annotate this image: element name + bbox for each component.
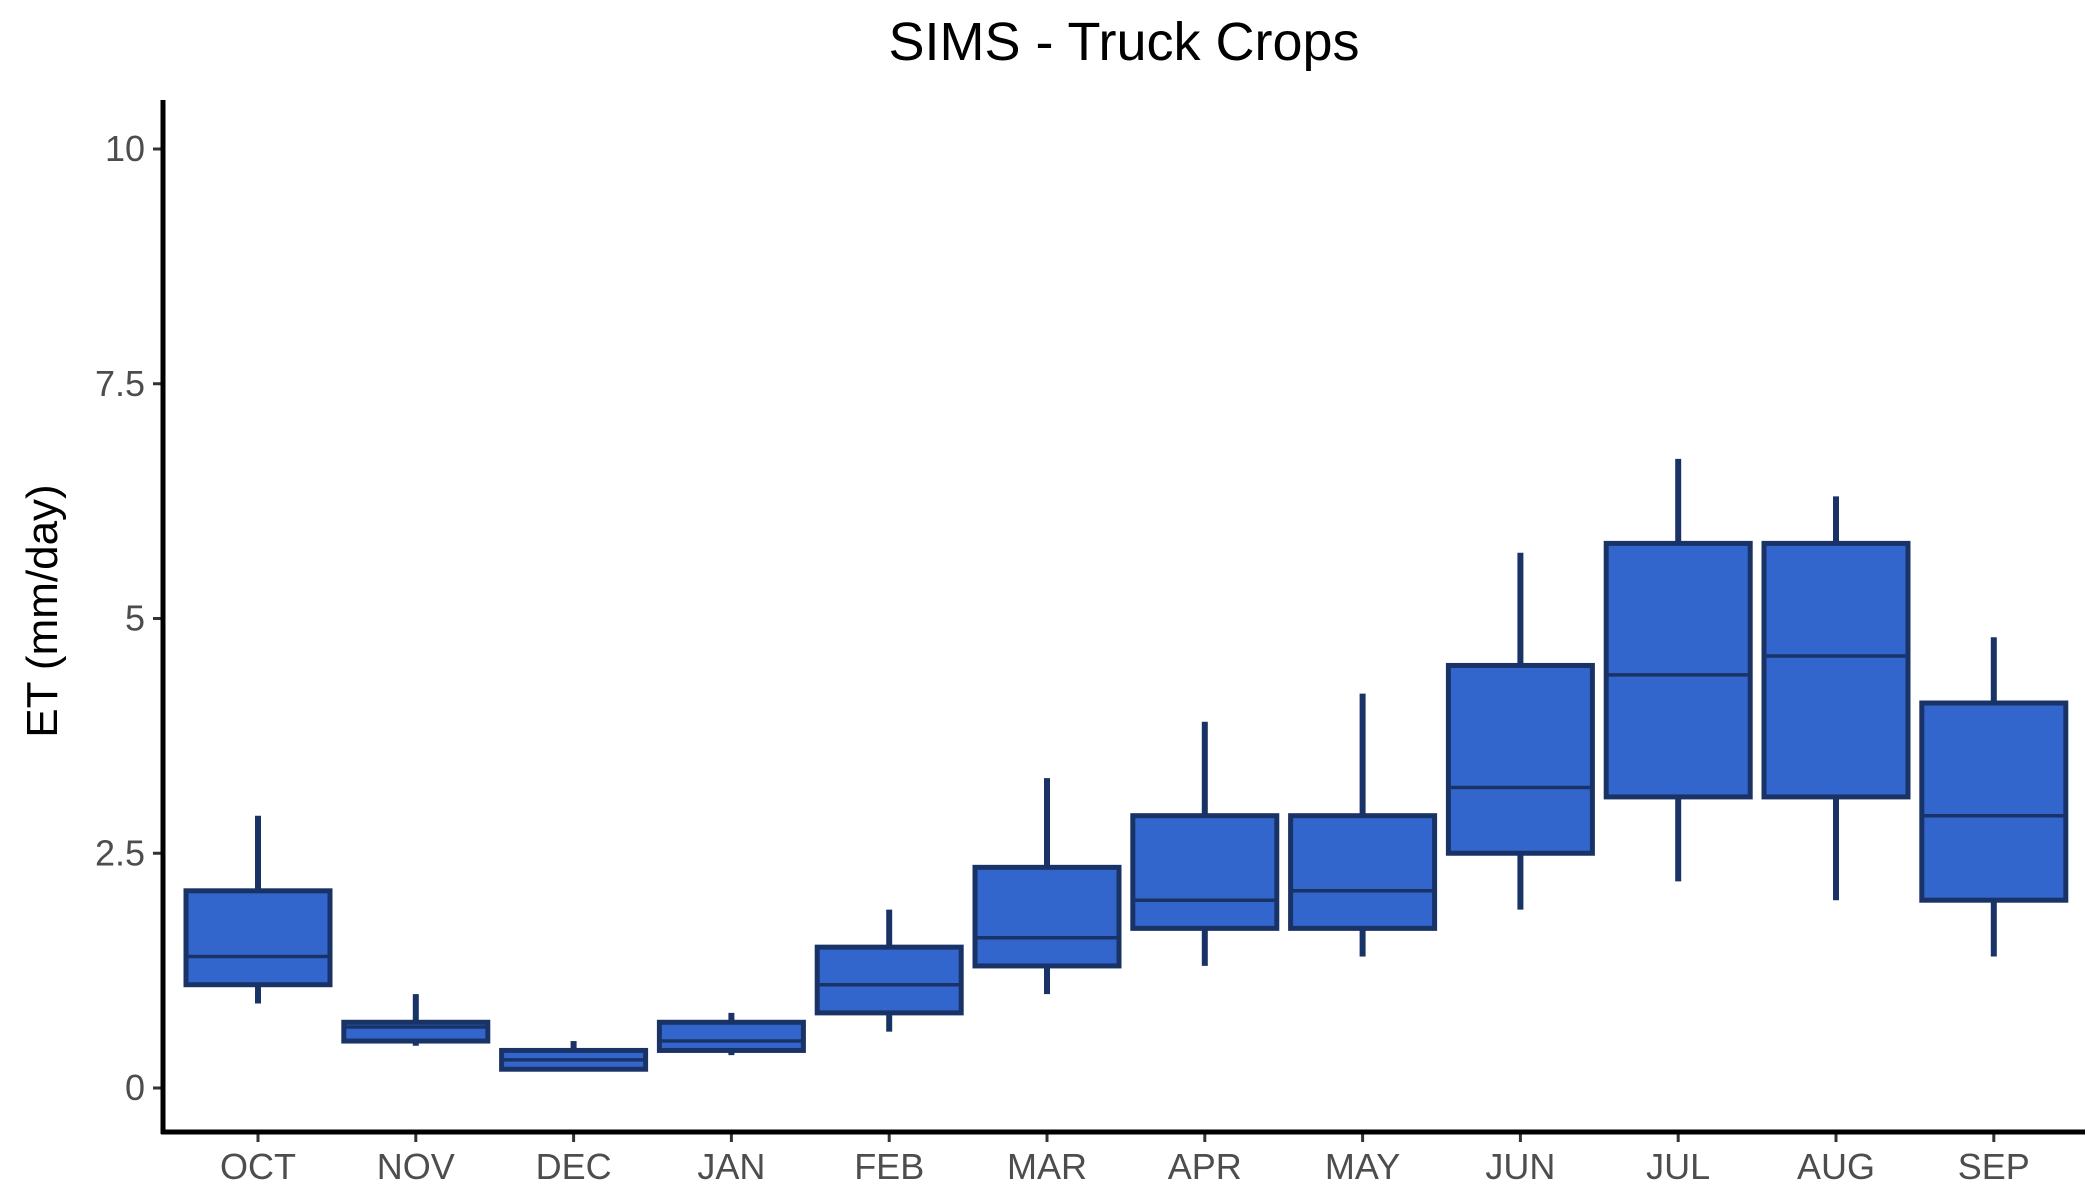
box-jul xyxy=(1603,458,1753,882)
box-body xyxy=(341,1019,491,1044)
x-tick-label-oct: OCT xyxy=(220,1146,296,1187)
y-tick-label: 7.5 xyxy=(95,363,145,404)
x-tick-label-jun: JUN xyxy=(1485,1146,1555,1187)
box-mar xyxy=(972,778,1122,995)
box-dec xyxy=(499,1041,649,1072)
x-tick-label-apr: APR xyxy=(1168,1146,1242,1187)
y-tick-label: 5 xyxy=(125,598,145,639)
y-tick-label: 10 xyxy=(105,128,145,169)
box-sep xyxy=(1919,637,2069,957)
box-body xyxy=(1130,813,1280,931)
box-body xyxy=(1919,700,2069,903)
box-body xyxy=(656,1019,806,1053)
box-body xyxy=(1603,540,1753,800)
y-tick-label: 0 xyxy=(125,1067,145,1108)
x-tick-label-sep: SEP xyxy=(1958,1146,2030,1187)
x-tick-label-aug: AUG xyxy=(1797,1146,1875,1187)
y-axis-label: ET (mm/day) xyxy=(18,484,67,737)
x-tick-label-feb: FEB xyxy=(854,1146,924,1187)
y-tick-label: 2.5 xyxy=(95,832,145,873)
box-apr xyxy=(1130,721,1280,966)
box-jan xyxy=(656,1012,806,1056)
x-tick-label-jan: JAN xyxy=(697,1146,765,1187)
box-jun xyxy=(1445,552,1595,910)
box-body xyxy=(183,888,333,988)
box-body xyxy=(1445,662,1595,856)
box-body xyxy=(972,864,1122,969)
plot-area: 0 2.5 5 7.5 10 OCT NOV DEC JAN FEB MAR APR MAY JUN JUL… xyxy=(95,100,2085,1187)
box-body xyxy=(1761,540,1911,800)
x-tick-label-dec: DEC xyxy=(536,1146,612,1187)
box-may xyxy=(1288,693,1438,957)
x-tick-label-may: MAY xyxy=(1325,1146,1400,1187)
chart-title: SIMS - Truck Crops xyxy=(888,12,1359,72)
x-tick-label-nov: NOV xyxy=(377,1146,455,1187)
box-body xyxy=(814,944,964,1016)
box-oct xyxy=(183,815,333,1004)
box-feb xyxy=(814,909,964,1032)
box-nov xyxy=(341,994,491,1046)
box-body xyxy=(1288,813,1438,931)
box-aug xyxy=(1761,496,1911,901)
x-tick-label-mar: MAR xyxy=(1007,1146,1087,1187)
x-tick-label-jul: JUL xyxy=(1646,1146,1710,1187)
